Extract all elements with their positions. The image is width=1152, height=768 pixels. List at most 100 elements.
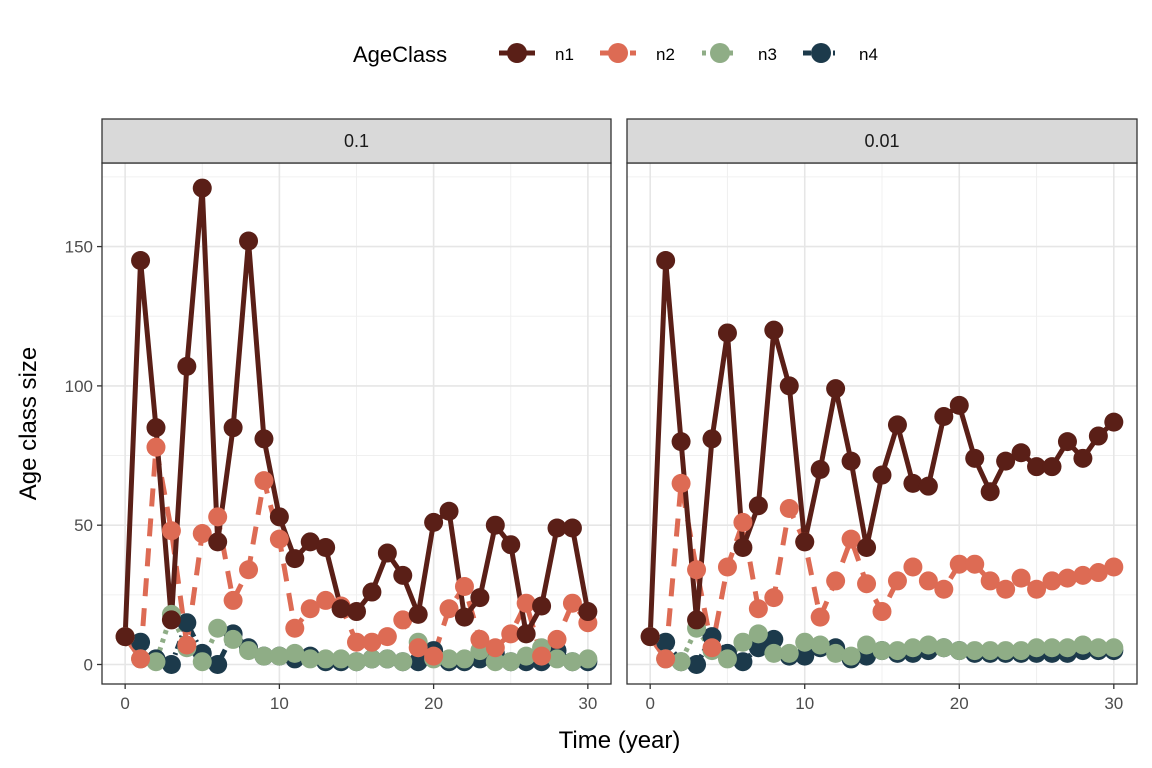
x-tick-label: 0 xyxy=(645,694,654,713)
x-tick-label: 20 xyxy=(950,694,969,713)
data-point-n3 xyxy=(285,643,305,663)
data-point-n3 xyxy=(1073,635,1093,655)
data-point-n1 xyxy=(656,251,676,271)
data-point-n1 xyxy=(408,604,428,624)
data-point-n2 xyxy=(996,579,1016,599)
data-point-n1 xyxy=(857,537,877,557)
data-point-n2 xyxy=(501,624,521,644)
data-point-n2 xyxy=(1088,563,1108,583)
data-point-n4 xyxy=(795,646,815,666)
data-point-n1 xyxy=(562,518,582,538)
data-point-n1 xyxy=(671,432,691,452)
data-point-n1 xyxy=(362,582,382,602)
data-point-n1 xyxy=(640,627,660,647)
data-point-n3 xyxy=(887,641,907,661)
data-point-n2 xyxy=(516,593,536,613)
data-point-n1 xyxy=(1057,432,1077,452)
data-point-n2 xyxy=(192,524,212,544)
legend-label-n4: n4 xyxy=(859,45,878,64)
data-point-n2 xyxy=(1011,568,1031,588)
data-point-n1 xyxy=(239,231,259,251)
legend-title: AgeClass xyxy=(353,42,447,67)
data-point-n1 xyxy=(177,356,197,376)
data-point-n1 xyxy=(131,251,151,271)
data-point-n3 xyxy=(192,652,212,672)
data-point-n1 xyxy=(547,518,567,538)
y-tick-label: 150 xyxy=(65,238,93,257)
data-point-n2 xyxy=(131,649,151,669)
y-tick-label: 100 xyxy=(65,377,93,396)
data-point-n2 xyxy=(903,557,923,577)
y-tick-label: 50 xyxy=(74,516,93,535)
data-point-n3 xyxy=(239,641,259,661)
data-point-n4 xyxy=(177,613,197,633)
panel-0.01: 0.01 0 10 20 30 xyxy=(626,118,1138,713)
legend-entry-n2: n2 xyxy=(600,43,675,64)
data-point-n2 xyxy=(285,618,305,638)
data-point-n1 xyxy=(578,602,598,622)
data-point-n2 xyxy=(733,512,753,532)
data-point-n3 xyxy=(208,618,228,638)
data-point-n4 xyxy=(733,652,753,672)
x-tick-label: 30 xyxy=(1104,694,1123,713)
data-point-n2 xyxy=(717,557,737,577)
data-point-n1 xyxy=(934,407,954,427)
data-point-n3 xyxy=(857,635,877,655)
data-point-n4 xyxy=(748,638,768,658)
data-point-n3 xyxy=(316,649,336,669)
data-point-n3 xyxy=(1104,638,1124,658)
legend-label-n3: n3 xyxy=(758,45,777,64)
data-point-n1 xyxy=(980,482,1000,502)
data-point-n1 xyxy=(146,418,166,438)
data-point-n2 xyxy=(239,560,259,580)
data-point-n4 xyxy=(656,632,676,652)
data-point-n2 xyxy=(408,638,428,658)
data-point-n2 xyxy=(454,576,474,596)
panels: 0.1 0 10 20 30 0 50 100 150 0.01 0 10 20 30 xyxy=(65,118,1138,713)
data-point-n1 xyxy=(285,549,305,569)
data-point-n3 xyxy=(733,632,753,652)
data-point-n3 xyxy=(146,652,166,672)
data-point-n3 xyxy=(965,641,985,661)
data-point-n3 xyxy=(1042,638,1062,658)
data-point-n1 xyxy=(702,429,722,449)
data-point-n1 xyxy=(424,512,444,532)
data-point-n3 xyxy=(547,649,567,669)
data-point-n3 xyxy=(393,652,413,672)
data-point-n1 xyxy=(208,532,228,552)
data-point-n2 xyxy=(269,529,289,549)
data-point-n3 xyxy=(1011,641,1031,661)
data-point-n1 xyxy=(223,418,243,438)
y-tick-label: 0 xyxy=(84,655,93,674)
data-point-n3 xyxy=(223,629,243,649)
data-point-n1 xyxy=(841,451,861,471)
data-point-n2 xyxy=(764,588,784,608)
data-point-n2 xyxy=(841,529,861,549)
series-points xyxy=(640,251,1124,674)
data-point-n4 xyxy=(208,654,228,674)
data-point-n1 xyxy=(918,476,938,496)
data-point-n2 xyxy=(254,471,274,491)
facet-strip xyxy=(626,118,1138,164)
data-point-n2 xyxy=(826,571,846,591)
data-point-n1 xyxy=(887,415,907,435)
data-point-n4 xyxy=(764,629,784,649)
x-tick-label: 0 xyxy=(120,694,129,713)
data-point-n3 xyxy=(1088,638,1108,658)
legend-entry-n3: n3 xyxy=(702,43,777,64)
data-point-n1 xyxy=(439,501,459,521)
data-point-n1 xyxy=(949,395,969,415)
data-point-n1 xyxy=(903,473,923,493)
x-axis-title: Time (year) xyxy=(559,727,681,754)
data-point-n1 xyxy=(748,496,768,516)
panel-0.1: 0.1 0 10 20 30 0 50 100 150 xyxy=(65,118,612,713)
data-point-n3 xyxy=(748,624,768,644)
data-point-n2 xyxy=(316,590,336,610)
data-point-n2 xyxy=(702,638,722,658)
data-point-n3 xyxy=(562,652,582,672)
x-tick-label: 10 xyxy=(795,694,814,713)
data-point-n1 xyxy=(300,532,320,552)
data-point-n2 xyxy=(347,632,366,652)
data-point-n1 xyxy=(485,515,505,535)
